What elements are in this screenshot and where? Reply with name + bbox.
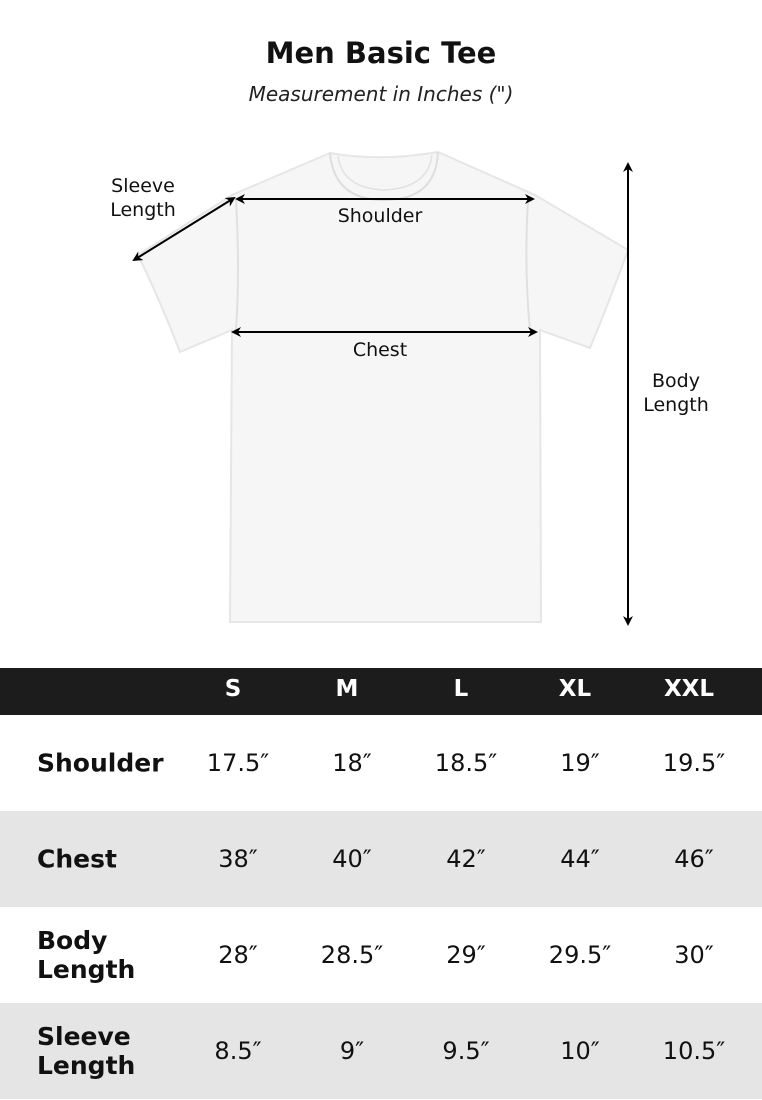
table-row-chest: Chest 38″ 40″ 42″ 44″ 46″: [0, 811, 762, 907]
tshirt-diagram: [132, 150, 633, 626]
table-cell: 18″: [332, 749, 372, 777]
sleeve-length-arrow: [132, 196, 236, 262]
tshirt-shape: [136, 150, 630, 623]
body-length-label: Body Length: [626, 369, 726, 417]
body-label-line1: Body: [652, 370, 700, 392]
table-cell: 30″: [674, 941, 714, 969]
size-header: S: [224, 676, 242, 702]
table-cell: 9″: [339, 1037, 365, 1065]
table-cell: 9.5″: [442, 1037, 490, 1065]
row-label: Chest: [37, 844, 117, 874]
sleeve-label-line1: Sleeve: [111, 175, 175, 197]
size-header: XL: [558, 676, 592, 702]
table-row-shoulder: Shoulder 17.5″ 18″ 18.5″ 19″ 19.5″: [0, 715, 762, 811]
size-header-row: S M L XL XXL: [0, 668, 762, 715]
table-cell: 46″: [674, 845, 714, 873]
table-cell: 38″: [218, 845, 258, 873]
size-header: L: [453, 676, 469, 702]
table-cell: 40″: [332, 845, 372, 873]
chest-label: Chest: [352, 339, 408, 361]
body-label-line2: Length: [643, 394, 709, 416]
table-cell: 28.5″: [320, 941, 384, 969]
table-cell: 18.5″: [434, 749, 498, 777]
size-header: XXL: [663, 676, 715, 702]
table-cell: 44″: [560, 845, 600, 873]
table-cell: 19.5″: [662, 749, 726, 777]
table-cell: 10.5″: [662, 1037, 726, 1065]
table-cell: 42″: [446, 845, 486, 873]
row-label: Body Length: [37, 926, 136, 984]
table-cell: 8.5″: [214, 1037, 262, 1065]
table-cell: 29.5″: [548, 941, 612, 969]
row-label: Sleeve Length: [37, 1022, 136, 1080]
shoulder-label: Shoulder: [337, 205, 423, 227]
table-row-body-length: Body Length 28″ 28.5″ 29″ 29.5″ 30″: [0, 907, 762, 1003]
table-cell: 10″: [560, 1037, 600, 1065]
table-cell: 17.5″: [206, 749, 270, 777]
chart-title: Men Basic Tee: [265, 36, 497, 70]
table-cell: 28″: [218, 941, 258, 969]
size-table: S M L XL XXL Shoulder 17.5″ 18″ 18.5″ 19…: [0, 668, 762, 1099]
table-cell: 29″: [446, 941, 486, 969]
table-cell: 19″: [560, 749, 600, 777]
table-row-sleeve-length: Sleeve Length 8.5″ 9″ 9.5″ 10″ 10.5″: [0, 1003, 762, 1099]
size-header: M: [335, 676, 359, 702]
sleeve-label-line2: Length: [110, 199, 176, 221]
row-label: Shoulder: [37, 748, 164, 778]
sleeve-length-label: Sleeve Length: [93, 174, 193, 222]
chart-subtitle: Measurement in Inches ("): [248, 82, 514, 106]
